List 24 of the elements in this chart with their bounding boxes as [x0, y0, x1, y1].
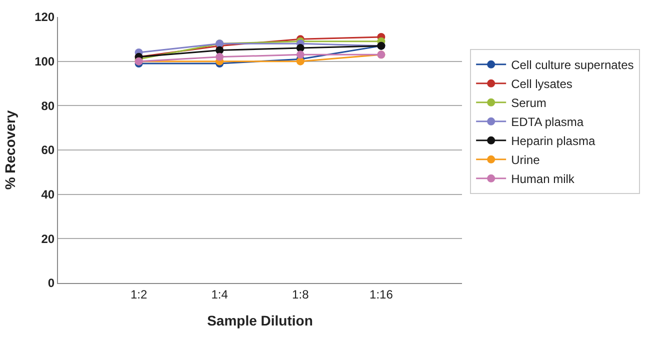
y-axis-title: % Recovery	[2, 110, 18, 190]
legend-label: Serum	[511, 96, 546, 110]
legend-label: EDTA plasma	[511, 115, 584, 130]
y-tick-label: 80	[41, 98, 55, 113]
point	[216, 46, 224, 54]
legend-label: Human milk	[511, 172, 576, 186]
legend-label: Heparin plasma	[511, 134, 596, 148]
legend-label: Urine	[511, 153, 540, 168]
x-tick-label: 1:8	[292, 287, 310, 302]
x-tick-label: 1:2	[130, 287, 148, 302]
y-tick-label: 20	[41, 232, 55, 246]
legend-label: Cell lysates	[511, 77, 572, 92]
point	[296, 50, 304, 59]
point	[216, 52, 224, 61]
y-tick-label: 60	[41, 143, 55, 158]
x-tick-label: 1:4	[211, 287, 228, 302]
y-tick-label: 120	[34, 10, 55, 24]
x-axis-title: Sample Dilution	[207, 312, 313, 329]
x-tick-label: 1:16	[370, 287, 394, 302]
point	[296, 44, 304, 52]
y-tick-label: 0	[48, 276, 55, 290]
legend-label: Cell culture supernates	[511, 58, 634, 72]
y-tick-label: 40	[41, 188, 55, 202]
y-tick-label: 100	[34, 54, 55, 69]
